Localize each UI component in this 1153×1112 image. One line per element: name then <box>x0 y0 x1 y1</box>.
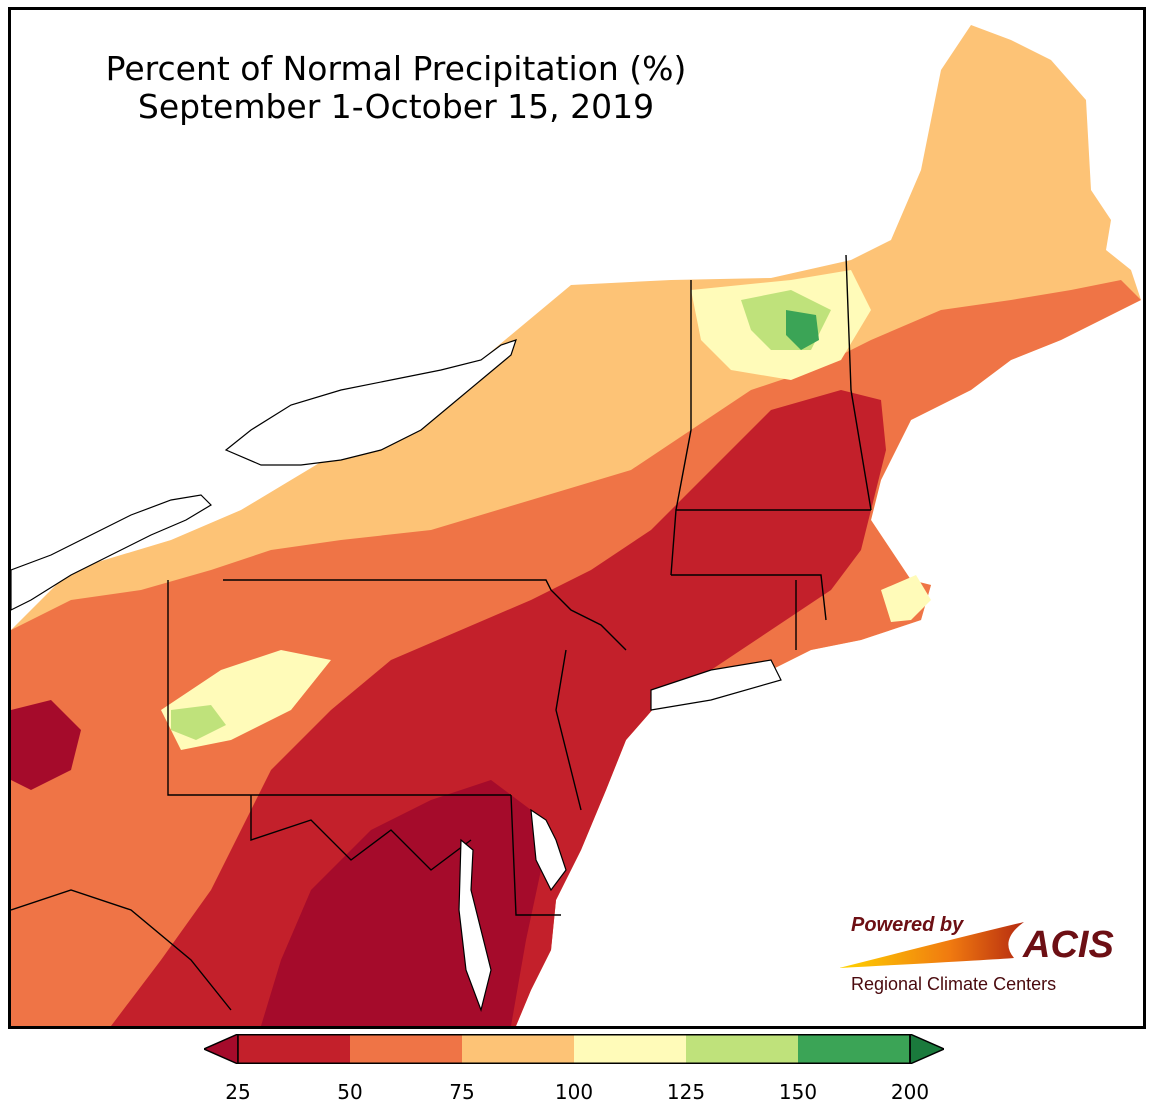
title-line-1: Percent of Normal Precipitation (%) <box>105 49 687 88</box>
colorbar-bin-25-50 <box>238 1034 350 1064</box>
zone-100-125-cape <box>881 575 931 622</box>
acis-powered-by: Powered by <box>851 914 964 936</box>
colorbar-bin-75-100 <box>462 1034 574 1064</box>
colorbar-tick-label: 25 <box>225 1080 251 1104</box>
lake-erie <box>11 494 212 611</box>
acis-logo: Powered by ACIS Regional Climate Centers <box>839 910 1129 1010</box>
acis-subtitle: Regional Climate Centers <box>851 974 1057 994</box>
colorbar-tick-label: 125 <box>666 1080 706 1104</box>
title-line-2: September 1-October 15, 2019 <box>137 87 655 126</box>
colorbar-tick-label: 50 <box>337 1080 363 1104</box>
zone-125-150-pa <box>171 705 226 740</box>
map-title: Percent of Normal Precipitation (%) Sept… <box>71 50 721 126</box>
map-frame: Percent of Normal Precipitation (%) Sept… <box>8 7 1146 1029</box>
zone-150-200 <box>786 310 819 350</box>
acis-swoosh-icon <box>839 922 1024 968</box>
colorbar-bin-150-200 <box>798 1034 910 1064</box>
zone-25-50 <box>111 390 886 1026</box>
colorbar-under-arrow <box>204 1034 239 1064</box>
colorbar-tick-label: 200 <box>890 1080 930 1104</box>
colorbar-bin-50-75 <box>350 1034 462 1064</box>
colorbar <box>204 1034 944 1064</box>
zone-below-25-west <box>11 700 81 790</box>
precipitation-map <box>11 25 1141 1026</box>
colorbar-tick-label: 150 <box>778 1080 818 1104</box>
colorbar-tick-label: 100 <box>554 1080 594 1104</box>
lake-ontario <box>224 339 517 466</box>
colorbar-tick-label: 75 <box>449 1080 475 1104</box>
colorbar-over-arrow <box>909 1034 944 1064</box>
colorbar-bin-125-150 <box>686 1034 798 1064</box>
colorbar-bin-100-125 <box>574 1034 686 1064</box>
acis-name: ACIS <box>1023 924 1114 966</box>
coastline <box>458 659 782 1013</box>
state-borders <box>11 254 872 1011</box>
colorbar-outline <box>237 1034 911 1064</box>
